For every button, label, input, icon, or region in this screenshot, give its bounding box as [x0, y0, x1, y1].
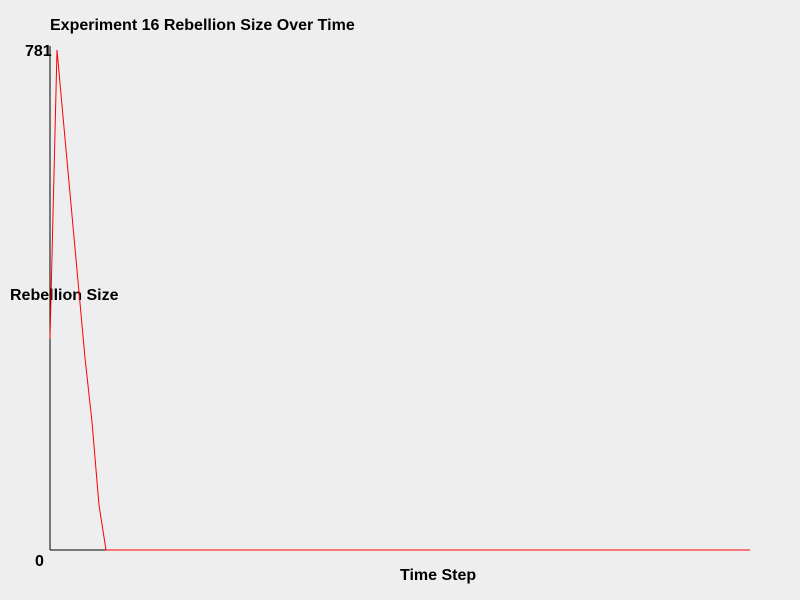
series-line-0 [49, 49, 750, 551]
chart-title: Experiment 16 Rebellion Size Over Time [50, 17, 355, 34]
x-axis-label: Time Step [400, 567, 476, 584]
y-tick-label-max: 781 [25, 43, 52, 60]
series-layer [49, 49, 750, 551]
y-axis-label: Rebellion Size [10, 287, 119, 304]
y-tick-label-min: 0 [35, 553, 44, 570]
